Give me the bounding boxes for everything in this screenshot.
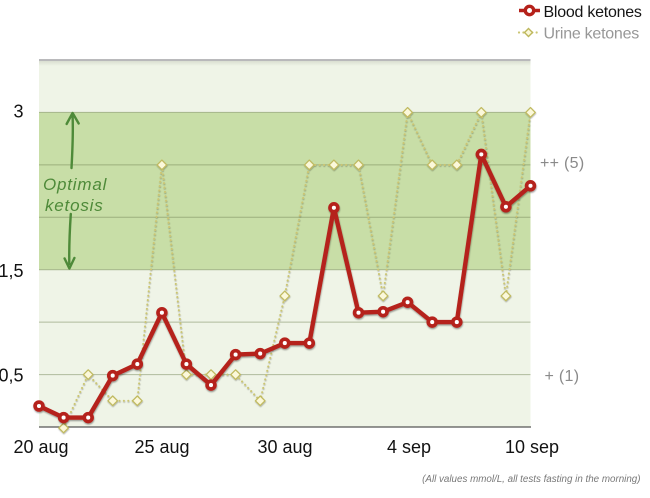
svg-text:0,5: 0,5	[0, 366, 24, 386]
svg-text:1,5: 1,5	[0, 261, 24, 281]
svg-text:(All values mmol/L, all tests: (All values mmol/L, all tests fasting in…	[422, 474, 640, 485]
svg-text:Optimal: Optimal	[43, 175, 108, 194]
svg-text:20 aug: 20 aug	[13, 437, 68, 457]
svg-text:30 aug: 30 aug	[257, 437, 312, 457]
svg-text:+ (1): + (1)	[545, 368, 580, 385]
svg-text:10 sep: 10 sep	[505, 437, 559, 457]
svg-text:25 aug: 25 aug	[134, 437, 189, 457]
svg-text:ketosis: ketosis	[45, 196, 104, 215]
svg-text:4 sep: 4 sep	[387, 437, 431, 457]
svg-text:Urine ketones: Urine ketones	[544, 26, 640, 43]
svg-text:3: 3	[13, 102, 23, 122]
svg-text:++ (5): ++ (5)	[540, 155, 585, 172]
svg-text:Blood ketones: Blood ketones	[544, 4, 642, 21]
